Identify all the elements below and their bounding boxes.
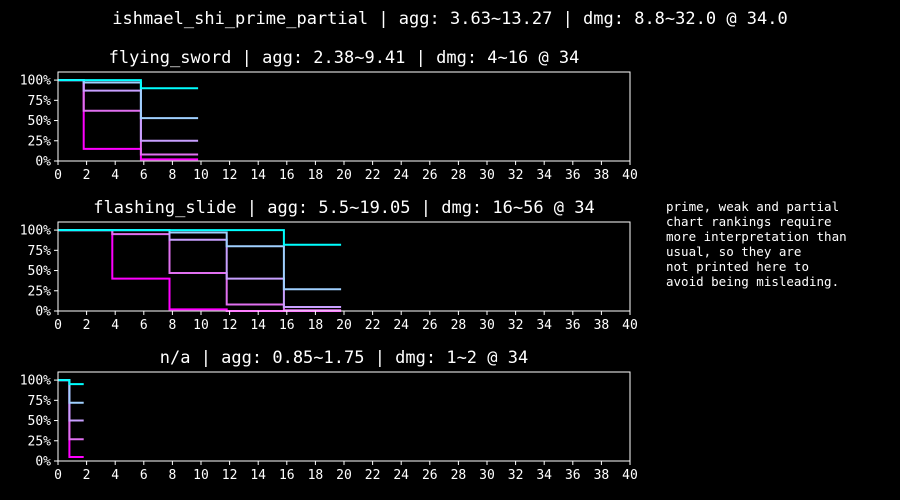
series-line-5 — [58, 229, 342, 246]
x-tick-label: 28 — [451, 168, 467, 183]
series-line-5 — [58, 79, 199, 90]
x-tick-label: 12 — [222, 318, 238, 333]
x-tick-label: 18 — [308, 168, 324, 183]
y-tick-label: 50% — [28, 114, 52, 129]
x-tick-label: 24 — [393, 168, 409, 183]
x-tick-label: 36 — [565, 168, 581, 183]
x-tick-label: 2 — [83, 168, 91, 183]
chart-panel-1: flying_sword | agg: 2.38~9.41 | dmg: 4~1… — [20, 48, 638, 183]
x-tick-label: 8 — [168, 168, 176, 183]
x-tick-label: 38 — [594, 468, 610, 483]
rankings-note: prime, weak and partial chart rankings r… — [666, 199, 847, 289]
x-tick-label: 2 — [83, 468, 91, 483]
series-line-5 — [58, 379, 84, 386]
panel-title: flying_sword | agg: 2.38~9.41 | dmg: 4~1… — [109, 48, 580, 68]
x-tick-label: 4 — [111, 168, 119, 183]
y-tick-label: 75% — [28, 244, 52, 259]
x-tick-label: 28 — [451, 318, 467, 333]
y-tick-label: 25% — [28, 284, 52, 299]
x-tick-label: 14 — [250, 468, 266, 483]
x-tick-label: 32 — [508, 468, 524, 483]
x-tick-label: 8 — [168, 468, 176, 483]
chart-panels: flying_sword | agg: 2.38~9.41 | dmg: 4~1… — [20, 48, 638, 483]
panel-title: n/a | agg: 0.85~1.75 | dmg: 1~2 @ 34 — [160, 348, 528, 368]
x-tick-label: 14 — [250, 168, 266, 183]
x-tick-label: 0 — [54, 468, 62, 483]
x-tick-label: 32 — [508, 318, 524, 333]
x-tick-label: 36 — [565, 468, 581, 483]
x-tick-label: 12 — [222, 168, 238, 183]
y-tick-label: 75% — [28, 94, 52, 109]
x-tick-label: 20 — [336, 168, 352, 183]
x-tick-label: 30 — [479, 468, 495, 483]
x-tick-label: 10 — [193, 318, 209, 333]
y-tick-label: 0% — [35, 155, 51, 170]
x-tick-label: 40 — [622, 468, 638, 483]
x-tick-label: 38 — [594, 168, 610, 183]
y-tick-label: 100% — [20, 374, 51, 389]
chart-panel-3: n/a | agg: 0.85~1.75 | dmg: 1~2 @ 340 2 4 6… — [20, 348, 638, 483]
chart-panel-2: flashing_slide | agg: 5.5~19.05 | dmg: 1… — [20, 198, 638, 333]
x-tick-label: 20 — [336, 468, 352, 483]
x-tick-label: 18 — [308, 318, 324, 333]
x-tick-label: 38 — [594, 318, 610, 333]
x-tick-label: 40 — [622, 318, 638, 333]
x-tick-label: 34 — [536, 318, 552, 333]
x-tick-label: 22 — [365, 168, 381, 183]
x-tick-label: 14 — [250, 318, 266, 333]
figure-title: ishmael_shi_prime_partial | agg: 3.63~13… — [112, 9, 788, 29]
x-tick-label: 24 — [393, 318, 409, 333]
y-tick-label: 50% — [28, 414, 52, 429]
panel-title: flashing_slide | agg: 5.5~19.05 | dmg: 1… — [93, 198, 595, 218]
x-tick-label: 18 — [308, 468, 324, 483]
x-tick-label: 22 — [365, 318, 381, 333]
x-tick-label: 16 — [279, 168, 295, 183]
x-tick-label: 34 — [536, 468, 552, 483]
x-tick-label: 10 — [193, 168, 209, 183]
x-tick-label: 6 — [140, 318, 148, 333]
y-tick-label: 100% — [20, 74, 51, 89]
x-tick-label: 26 — [422, 168, 438, 183]
x-tick-label: 20 — [336, 318, 352, 333]
x-tick-label: 24 — [393, 468, 409, 483]
x-tick-label: 36 — [565, 318, 581, 333]
x-tick-label: 4 — [111, 318, 119, 333]
x-tick-label: 4 — [111, 468, 119, 483]
x-tick-label: 30 — [479, 318, 495, 333]
x-tick-label: 6 — [140, 168, 148, 183]
x-tick-label: 40 — [622, 168, 638, 183]
y-tick-label: 25% — [28, 134, 52, 149]
x-tick-label: 10 — [193, 468, 209, 483]
x-tick-label: 32 — [508, 168, 524, 183]
x-tick-label: 26 — [422, 318, 438, 333]
x-tick-label: 30 — [479, 168, 495, 183]
y-tick-label: 50% — [28, 264, 52, 279]
x-tick-label: 6 — [140, 468, 148, 483]
y-tick-label: 0% — [35, 455, 51, 470]
x-tick-label: 12 — [222, 468, 238, 483]
y-tick-label: 25% — [28, 434, 52, 449]
x-tick-label: 2 — [83, 318, 91, 333]
x-tick-label: 8 — [168, 318, 176, 333]
x-tick-label: 16 — [279, 318, 295, 333]
y-tick-label: 100% — [20, 224, 51, 239]
x-tick-label: 16 — [279, 468, 295, 483]
y-tick-label: 75% — [28, 394, 52, 409]
x-tick-label: 0 — [54, 168, 62, 183]
x-tick-label: 28 — [451, 468, 467, 483]
x-tick-label: 34 — [536, 168, 552, 183]
x-tick-label: 22 — [365, 468, 381, 483]
x-tick-label: 26 — [422, 468, 438, 483]
x-tick-label: 0 — [54, 318, 62, 333]
y-tick-label: 0% — [35, 305, 51, 320]
